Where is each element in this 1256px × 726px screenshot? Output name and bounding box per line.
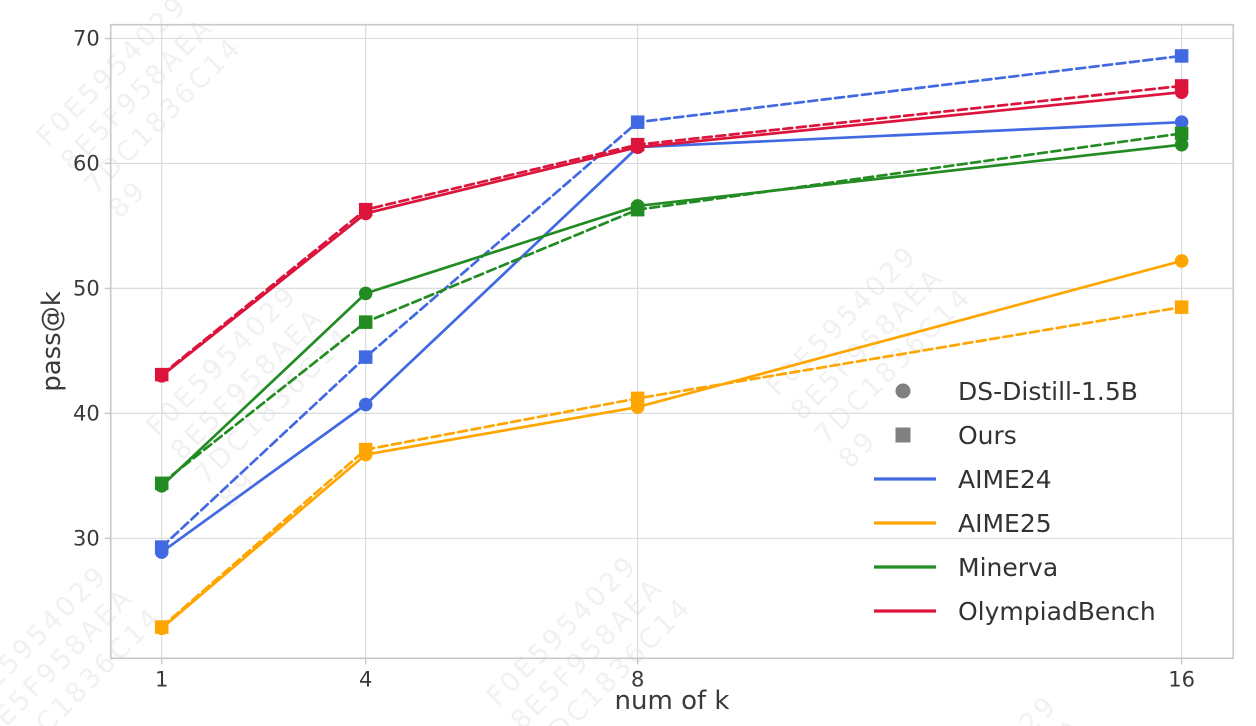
data-point-square-OlympiadBench (358, 202, 373, 217)
series-line-OlympiadBench-dashed (160, 84, 1183, 376)
legend-label: Ours (958, 421, 1017, 450)
y-tick-label: 30 (73, 526, 100, 550)
plot-frame (109, 23, 1235, 660)
legend-label: OlympiadBench (958, 597, 1156, 626)
data-point-square-AIME24 (1174, 49, 1189, 63)
series-line-AIME25-dashed (160, 305, 1183, 629)
x-tick-label: 1 (155, 667, 168, 691)
x-axis-label: num of k (615, 686, 730, 716)
legend-item-AIME24: AIME24 (874, 465, 1052, 494)
data-point-circle-AIME24 (1174, 115, 1189, 129)
y-tick-label: 50 (73, 276, 100, 300)
legend-label: DS-Distill-1.5B (958, 377, 1138, 406)
data-point-square-OlympiadBench (154, 367, 169, 382)
data-point-square-Minerva (358, 315, 373, 329)
legend-label: AIME24 (958, 465, 1052, 494)
data-point-square-AIME24 (630, 115, 645, 129)
data-point-circle-AIME25 (1174, 254, 1189, 268)
data-point-square-OlympiadBench (630, 137, 645, 152)
series-line-AIME24-dashed (160, 54, 1183, 549)
y-tick-label: 60 (73, 151, 100, 175)
legend-square-marker-icon (895, 427, 911, 443)
series-line-OlympiadBench-solid (160, 90, 1183, 378)
legend-label: AIME25 (958, 509, 1052, 538)
legend-item-Ours: Ours (895, 421, 1017, 450)
data-point-square-AIME25 (1174, 300, 1189, 314)
series-line-Minerva-dashed (160, 132, 1183, 485)
y-axis-label: pass@k (37, 291, 67, 392)
data-point-square-Minerva (154, 476, 169, 491)
series-line-AIME25-solid (160, 259, 1183, 630)
x-tick-label: 4 (359, 667, 372, 691)
x-tick-label: 8 (631, 667, 644, 691)
data-point-circle-AIME24 (358, 397, 373, 412)
legend-label: Minerva (958, 553, 1058, 582)
data-point-square-AIME25 (358, 442, 373, 457)
data-point-circle-Minerva (358, 286, 373, 301)
data-point-square-OlympiadBench (1174, 79, 1189, 93)
legend-item-AIME25: AIME25 (874, 509, 1052, 538)
data-point-square-AIME25 (630, 391, 645, 406)
data-point-square-Minerva (630, 202, 645, 217)
legend: DS-Distill-1.5B Ours AIME24 AIME25 Minerva Ol… (874, 377, 1156, 626)
x-tick-label: 16 (1168, 667, 1195, 691)
y-tick-label: 40 (73, 401, 100, 425)
data-point-square-AIME24 (154, 540, 169, 554)
y-tick-label: 70 (73, 26, 100, 50)
series-line-Minerva-solid (160, 143, 1183, 488)
legend-item-Minerva: Minerva (874, 553, 1058, 582)
data-point-square-AIME25 (154, 620, 169, 634)
legend-item-DS-Distill-1.5B: DS-Distill-1.5B (895, 377, 1138, 406)
data-point-square-Minerva (1174, 126, 1189, 141)
legend-item-OlympiadBench: OlympiadBench (874, 597, 1156, 626)
series-line-AIME24-solid (160, 120, 1183, 554)
data-point-circle-Minerva (1174, 137, 1189, 152)
legend-circle-marker-icon (895, 383, 911, 399)
data-point-square-AIME24 (358, 350, 373, 364)
